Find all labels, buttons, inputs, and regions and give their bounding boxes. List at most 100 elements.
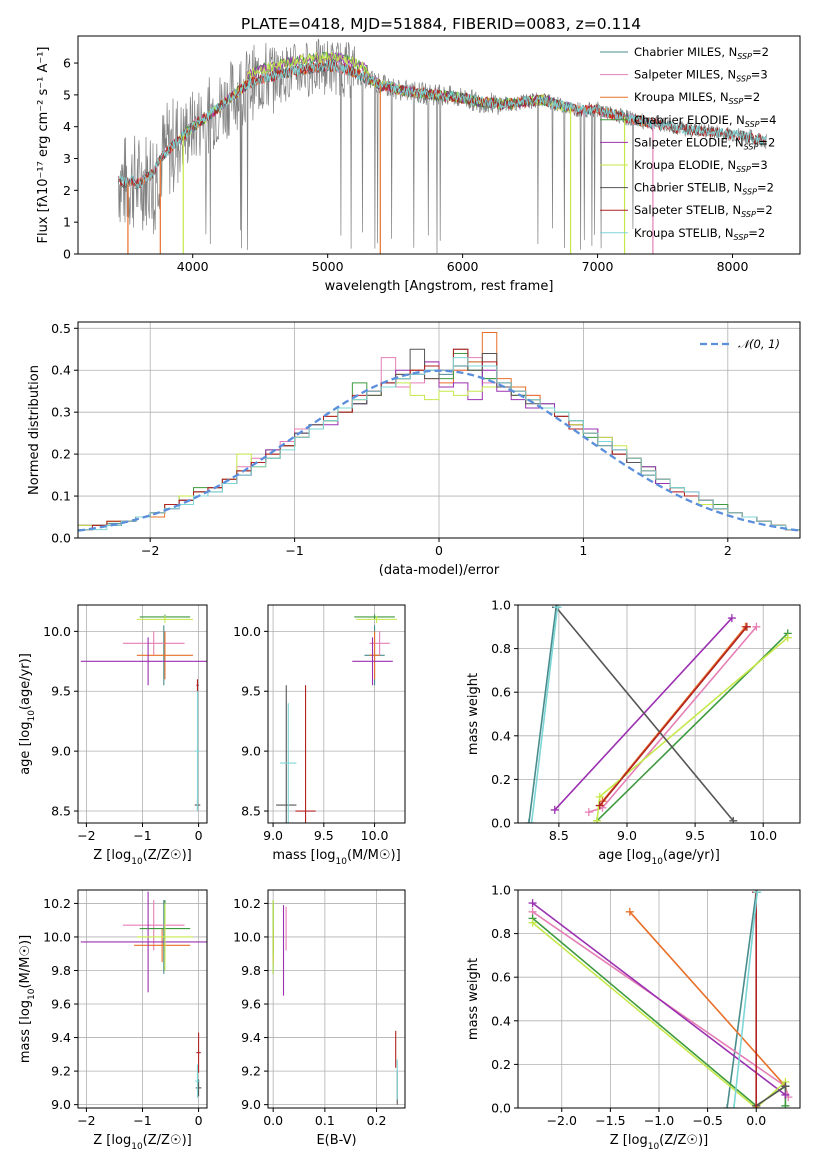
age-vs-z-ytick-label: 8.5 xyxy=(51,804,71,819)
weight-marker xyxy=(781,1090,790,1099)
weight-vs-z-xlabel: Z [log10(Z/Z☉)] xyxy=(610,1133,708,1152)
weight-marker xyxy=(584,808,593,817)
spectrum-xtick-label: 5000 xyxy=(312,259,344,274)
age-vs-mass-xlabel: mass [log10(M/M☉)] xyxy=(272,848,400,867)
residuals-panel: −2 −1 0 1 2 0.0 0.1 0.2 0.3 0.4 0.5 (data-model)/er… xyxy=(27,321,801,578)
weight-vs-z-ytick-label: 0.6 xyxy=(491,970,511,985)
age-vs-mass-ytick-label: 8.5 xyxy=(241,804,261,819)
residuals-ytick-label: 0.5 xyxy=(51,321,71,336)
model-spectrum-salpeter-stelib xyxy=(118,61,767,189)
errorbar-chabrier-stelib xyxy=(276,685,297,823)
errorbar-salpeter-elodie xyxy=(80,637,207,686)
residuals-ytick-label: 0.2 xyxy=(51,447,71,462)
errorbar-kroupa-elodie xyxy=(356,615,397,623)
mass-vs-ebv-ytick-label: 9.6 xyxy=(241,997,261,1012)
mass-vs-z-ytick-label: 9.4 xyxy=(51,1030,71,1045)
age-vs-mass-xtick-label: 9.0 xyxy=(263,828,283,843)
mass-vs-ebv-ytick-label: 9.8 xyxy=(241,963,261,978)
spectrum-xtick-label: 6000 xyxy=(447,259,479,274)
weight-marker xyxy=(729,816,738,823)
weight-line xyxy=(733,892,758,1108)
age-vs-z-xtick-label: 0 xyxy=(195,828,203,843)
residuals-xtick-label: 0 xyxy=(435,543,443,558)
legend-label: Kroupa STELIB, NSSP=2 xyxy=(634,226,765,242)
weight-vs-z-xtick-label: −1.0 xyxy=(644,1113,674,1128)
age-vs-z-xtick-label: −1 xyxy=(133,828,151,843)
errorbar-salpeter-stelib xyxy=(196,679,199,692)
weight-marker xyxy=(729,1104,738,1108)
residuals-plot-area xyxy=(78,331,800,532)
weight-vs-z-ytick-label: 0.0 xyxy=(491,1101,511,1116)
errorbar-kroupa-stelib xyxy=(195,1064,200,1098)
weight-vs-z-plot-area xyxy=(528,890,793,1108)
age-vs-z-panel: −2 −1 0 8.5 9.0 9.5 10.0 Z [log10(Z/Z☉)] age [lo… xyxy=(18,604,208,867)
weight-line xyxy=(726,892,757,1108)
mass-vs-z-xtick-label: −2 xyxy=(77,1113,95,1128)
normal-curve xyxy=(78,369,800,532)
legend-normal-label: 𝒩(0, 1) xyxy=(738,337,780,351)
spectrum-ytick-label: 1 xyxy=(63,215,71,230)
errorbar-kroupa-miles xyxy=(134,928,191,963)
mass-vs-z-ytick-label: 10.0 xyxy=(43,929,71,944)
residuals-ytick-label: 0.3 xyxy=(51,405,71,420)
weight-line xyxy=(532,922,786,1108)
mass-vs-z-panel: −2 −1 0 9.0 9.2 9.4 9.6 9.8 10.0 10.2 Z [log10(Z/Z… xyxy=(18,889,208,1152)
residuals-ytick-label: 0.1 xyxy=(51,489,71,504)
weight-line xyxy=(532,902,786,1096)
weight-vs-z-xtick-label: −0.5 xyxy=(692,1113,722,1128)
weight-vs-age-xtick-label: 9.5 xyxy=(685,828,705,843)
errorbar-kroupa-miles xyxy=(369,631,380,680)
spectrum-ytick-label: 2 xyxy=(63,183,71,198)
weight-vs-age-xtick-label: 9.0 xyxy=(617,828,637,843)
mass-vs-z-xtick-label: 0 xyxy=(195,1113,203,1128)
errorbar-kroupa-stelib xyxy=(280,703,297,823)
weight-vs-age-ytick-label: 0.2 xyxy=(491,772,511,787)
mass-vs-ebv-plot-area xyxy=(272,900,398,1105)
weight-vs-z-ytick-label: 0.4 xyxy=(491,1013,511,1028)
spectrum-legend: Chabrier MILES, NSSP=2 Salpeter MILES, NS… xyxy=(600,45,776,242)
weight-marker xyxy=(723,1104,732,1108)
spectrum-plot-area xyxy=(118,38,767,254)
weight-line-salpeter-elodie xyxy=(528,899,790,1099)
age-vs-mass-xtick-label: 10.0 xyxy=(361,828,389,843)
errorbar-salpeter-stelib xyxy=(295,685,316,823)
weight-vs-age-xtick-label: 10.0 xyxy=(749,828,777,843)
weight-line xyxy=(599,626,748,807)
weight-line-salpeter-miles xyxy=(584,622,761,817)
mass-vs-ebv-xtick-label: 0.0 xyxy=(263,1113,283,1128)
legend-label: Salpeter MILES, NSSP=3 xyxy=(634,68,768,84)
errorbar-kroupa-stelib xyxy=(195,691,200,812)
weight-marker xyxy=(595,792,604,801)
weight-vs-z-panel: −2.0 −1.5 −1.0 −0.5 0.0 0.0 0.2 0.4 0.6 0.8 1.0 Z [… xyxy=(466,883,801,1152)
weight-marker xyxy=(553,605,562,612)
weight-line xyxy=(530,607,559,823)
mass-vs-z-ylabel: mass [log10(M/M☉)] xyxy=(18,935,37,1063)
weight-line xyxy=(528,607,557,823)
weight-vs-age-ytick-label: 0.8 xyxy=(491,641,511,656)
spectrum-ytick-label: 6 xyxy=(63,56,71,71)
mass-vs-ebv-panel: 0.0 0.1 0.2 9.0 9.2 9.4 9.6 9.8 10.0 10.2 E(B-V) xyxy=(233,889,406,1148)
errorbar-salpeter-miles xyxy=(122,631,185,656)
age-vs-z-xtick-label: −2 xyxy=(77,828,95,843)
spectrum-ytick-label: 4 xyxy=(63,119,71,134)
weight-line-salpeter-stelib xyxy=(595,622,751,810)
errorbar-kroupa-elodie xyxy=(136,903,193,971)
age-vs-mass-xtick-label: 9.5 xyxy=(314,828,334,843)
errorbar-kroupa-miles xyxy=(136,631,193,680)
weight-vs-z-xtick-label: 0.0 xyxy=(746,1113,766,1128)
weight-vs-z-xtick-label: −1.5 xyxy=(595,1113,625,1128)
legend-label: Chabrier MILES, NSSP=2 xyxy=(634,45,769,61)
spectrum-panel: 4000 5000 6000 7000 8000 0 1 2 3 4 5 6 wavelength [A… xyxy=(36,35,801,294)
mass-vs-ebv-xlabel: E(B-V) xyxy=(316,1133,356,1148)
age-vs-mass-ytick-label: 9.5 xyxy=(241,684,261,699)
weight-marker xyxy=(527,819,536,823)
residuals-xtick-label: −2 xyxy=(141,543,159,558)
weight-marker xyxy=(752,1104,761,1108)
age-vs-z-ytick-label: 10.0 xyxy=(43,624,71,639)
weight-marker xyxy=(753,890,762,897)
residuals-ylabel: Normed distribution xyxy=(27,365,42,495)
residuals-xtick-label: 1 xyxy=(579,543,587,558)
weight-vs-age-plot-area xyxy=(524,605,792,823)
